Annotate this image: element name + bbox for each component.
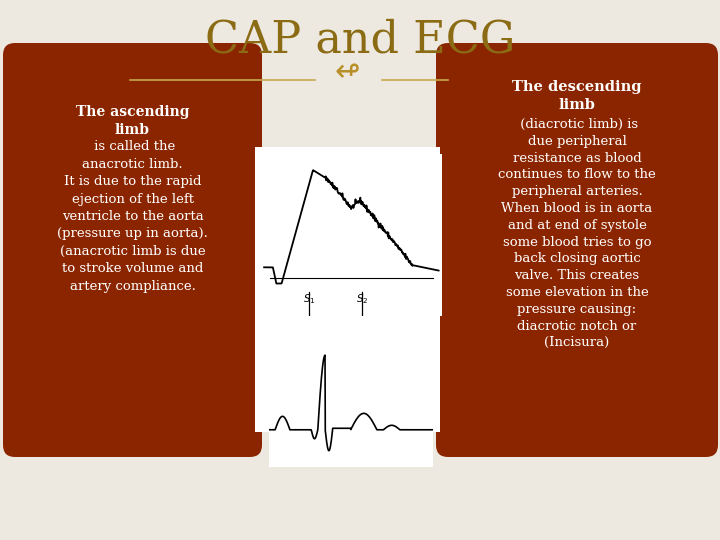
Text: CAP and ECG: CAP and ECG [204,18,516,62]
Text: The descending
limb: The descending limb [512,80,642,112]
Text: ↫: ↫ [334,58,360,87]
Text: is called the
anacrotic limb.
It is due to the rapid
ejection of the left
ventri: is called the anacrotic limb. It is due … [57,140,208,293]
Text: $S_2$: $S_2$ [356,292,368,306]
FancyBboxPatch shape [436,43,718,457]
Text: The ascending
limb: The ascending limb [76,105,189,137]
FancyBboxPatch shape [3,43,262,457]
Text: (diacrotic limb) is
due peripheral
resistance as blood
continues to flow to the
: (diacrotic limb) is due peripheral resis… [498,118,656,349]
FancyBboxPatch shape [255,147,440,432]
Text: $S_1$: $S_1$ [303,292,316,306]
FancyBboxPatch shape [270,320,425,430]
FancyBboxPatch shape [258,155,436,340]
